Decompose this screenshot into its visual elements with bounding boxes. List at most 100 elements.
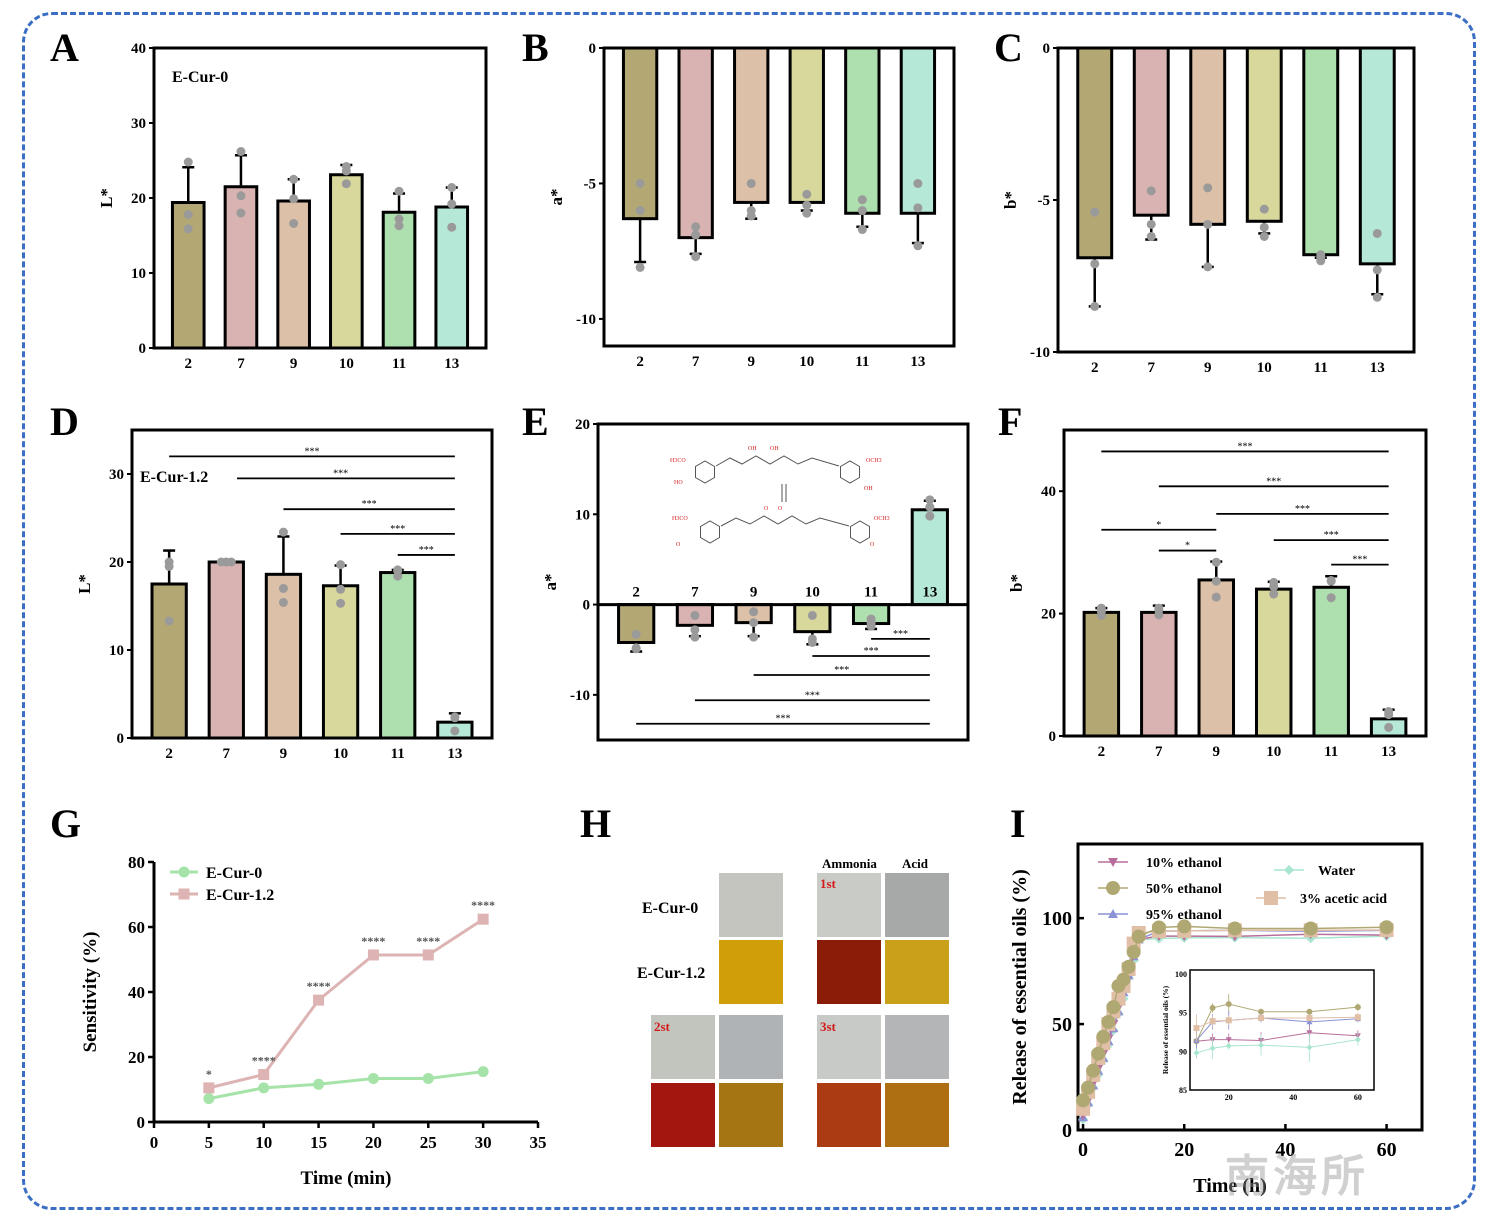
- y-tick-label: 10: [575, 507, 590, 523]
- x-tick-label: 2: [185, 356, 193, 372]
- x-tick-label: 20: [365, 1133, 382, 1152]
- significance-label: ****: [416, 934, 440, 948]
- x-tick-label: 10: [799, 354, 814, 370]
- swatch-cycle3-ecur12-ammonia: [817, 1083, 881, 1147]
- y-tick-label: 20: [131, 191, 146, 207]
- data-point: [394, 186, 404, 196]
- data-point: [1090, 259, 1100, 269]
- structure-atom-label: O: [778, 506, 783, 512]
- data-point: [236, 147, 246, 156]
- benzene-ring: [695, 460, 715, 484]
- x-tick-label: 0: [1078, 1139, 1088, 1161]
- inset-data-point: [1225, 1001, 1232, 1008]
- x-tick-label: 10: [1266, 744, 1281, 760]
- data-point: [341, 179, 351, 189]
- inset-data-point: [1209, 1004, 1216, 1011]
- data-point: [278, 583, 288, 593]
- x-tick-label: 30: [475, 1133, 492, 1152]
- swatch-cycle3-ecur12-acid: [885, 1083, 949, 1147]
- bar-11: [1312, 585, 1350, 738]
- x-tick-label: 7: [1155, 744, 1163, 760]
- x-tick-label: 35: [530, 1133, 547, 1152]
- y-tick-label: 0: [1049, 729, 1057, 745]
- bar-13: [1358, 46, 1396, 266]
- x-tick-label: 11: [1314, 360, 1328, 376]
- data-point: [691, 230, 701, 240]
- inset-x-tick-label: 20: [1225, 1093, 1233, 1102]
- data-point: [394, 221, 404, 231]
- data-point: [631, 629, 641, 639]
- x-tick-label: 60: [1377, 1139, 1397, 1161]
- data-point: [447, 183, 457, 192]
- data-point: [691, 252, 701, 262]
- swatch-initial-ecur0: [719, 873, 783, 937]
- x-tick-label: 10: [255, 1133, 272, 1152]
- data-point: [336, 584, 346, 594]
- data-point: [1116, 972, 1131, 987]
- data-point: [1101, 1014, 1116, 1029]
- inset-data-point: [1354, 1014, 1361, 1021]
- x-tick-label: 13: [1381, 744, 1396, 760]
- benzene-ring: [850, 520, 870, 544]
- x-tick-label: 13: [922, 585, 937, 601]
- data-point: [1151, 920, 1166, 935]
- y-tick-label: 40: [1041, 484, 1056, 500]
- x-tick-label: 25: [420, 1133, 437, 1152]
- swatch-cycle1-ecur0-acid: [885, 873, 949, 937]
- x-tick-label: 7: [692, 354, 700, 370]
- y-axis-label: a*: [547, 189, 566, 206]
- data-point: [236, 191, 246, 201]
- x-tick-label: 7: [1147, 360, 1155, 376]
- panel-label-g: G: [50, 801, 82, 846]
- data-point: [746, 206, 756, 216]
- bar-10: [1245, 46, 1283, 223]
- panel-label-a: A: [50, 25, 79, 70]
- data-point: [289, 194, 299, 204]
- data-point: [1146, 219, 1156, 229]
- bar-7: [207, 560, 245, 740]
- inset-y-tick-label: 95: [1179, 1009, 1187, 1018]
- data-point: [866, 619, 876, 629]
- bar-2: [621, 46, 659, 221]
- swatch-cycle2-ecur12-acid: [719, 1083, 783, 1147]
- y-tick-label: -10: [1030, 345, 1050, 361]
- data-point: [236, 208, 246, 218]
- data-point: [1090, 301, 1100, 311]
- inset-y-tick-label: 100: [1175, 970, 1187, 979]
- data-point: [422, 1072, 434, 1084]
- y-tick-label: 30: [109, 467, 124, 483]
- significance-label: ****: [361, 934, 385, 948]
- data-point: [183, 224, 193, 234]
- x-tick-label: 11: [391, 746, 405, 762]
- legend-marker: [1284, 865, 1294, 875]
- significance-label: ****: [471, 898, 495, 912]
- bar-11: [379, 571, 417, 740]
- bar-10: [788, 46, 825, 204]
- row-label-ecur0: E-Cur-0: [642, 900, 699, 917]
- panel-label-c: C: [994, 25, 1023, 70]
- bar-11: [381, 210, 417, 350]
- x-tick-label: 9: [280, 746, 288, 762]
- inset-data-point: [1225, 1042, 1232, 1049]
- significance-label: *: [1156, 520, 1161, 531]
- chart-d-l-star-ecur12: L* 0 10 20 30 2 7 9 10 11 13 E-Cur-1.2 *** *** *** *** *…: [75, 428, 494, 762]
- significance-label: ***: [893, 629, 908, 640]
- y-tick-label: -5: [584, 176, 597, 192]
- x-tick-label: 10: [333, 746, 348, 762]
- chain-enol: [715, 455, 840, 467]
- y-tick-label: 0: [137, 1113, 146, 1132]
- y-tick-label: 20: [575, 417, 590, 433]
- swatch-cycle1-ecur12-ammonia: [817, 940, 881, 1004]
- bar-10: [321, 584, 360, 740]
- chain-keto: [720, 515, 850, 527]
- data-point: [1259, 222, 1269, 232]
- legend-label: 95% ethanol: [1146, 908, 1222, 923]
- plot-frame: [596, 422, 970, 742]
- x-tick-label: 13: [910, 354, 925, 370]
- data-point: [278, 527, 288, 537]
- plot-frame: [1056, 46, 1416, 354]
- data-point: [690, 625, 700, 635]
- bar-10: [329, 173, 364, 350]
- data-point: [913, 241, 923, 251]
- data-point: [164, 561, 174, 571]
